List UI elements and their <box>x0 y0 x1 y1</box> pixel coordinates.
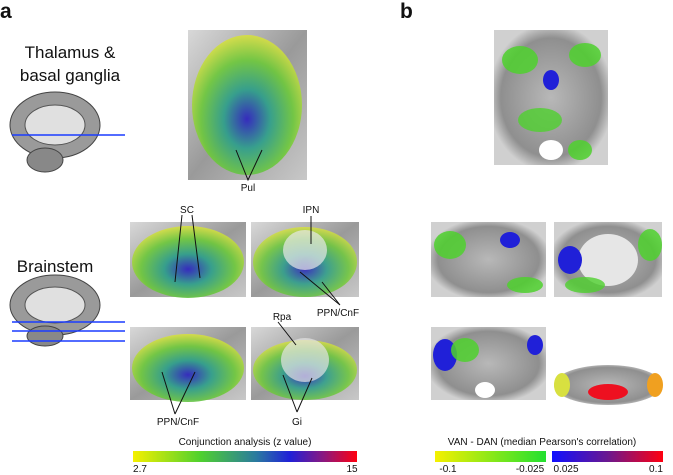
brain-slice <box>554 222 662 297</box>
colorbar-tick: 0.025 <box>553 464 578 475</box>
brain-slice <box>251 222 359 297</box>
panel-label: b <box>400 0 413 23</box>
colorbar <box>552 451 663 462</box>
annotation: Gi <box>292 417 302 428</box>
colorbar-title: Conjunction analysis (z value) <box>179 437 312 448</box>
panel-label: a <box>0 0 12 23</box>
brain-slice <box>431 222 546 297</box>
colorbar-tick: 15 <box>346 464 358 475</box>
brain-slice <box>130 327 246 402</box>
brain-slice <box>431 327 546 400</box>
region-label: Brainstem <box>17 257 94 276</box>
annotation: PPN/CnF <box>157 417 199 428</box>
sagittal-icon <box>9 274 125 347</box>
colorbar-tick: -0.1 <box>439 464 457 475</box>
brain-slice <box>251 327 359 400</box>
colorbar-tick: 0.1 <box>649 464 663 475</box>
brain-slice <box>494 30 608 165</box>
annotation: SC <box>180 205 194 216</box>
annotation: Rpa <box>273 312 292 323</box>
colorbar <box>133 451 357 462</box>
colorbar <box>435 451 546 462</box>
colorbar-title: VAN - DAN (median Pearson's correlation) <box>448 437 636 448</box>
brain-slice <box>130 222 246 298</box>
region-label: Thalamus & <box>25 43 116 62</box>
colorbar-tick: 2.7 <box>133 464 147 475</box>
brain-slice <box>188 30 307 180</box>
region-label: basal ganglia <box>20 66 121 85</box>
annotation: PPN/CnF <box>317 308 359 319</box>
pointer <box>161 149 341 415</box>
brain-slice <box>554 327 663 405</box>
sagittal-icon <box>9 91 125 173</box>
annotation: IPN <box>303 205 320 216</box>
annotation: Pul <box>241 183 255 194</box>
colorbar-tick: -0.025 <box>516 464 545 475</box>
